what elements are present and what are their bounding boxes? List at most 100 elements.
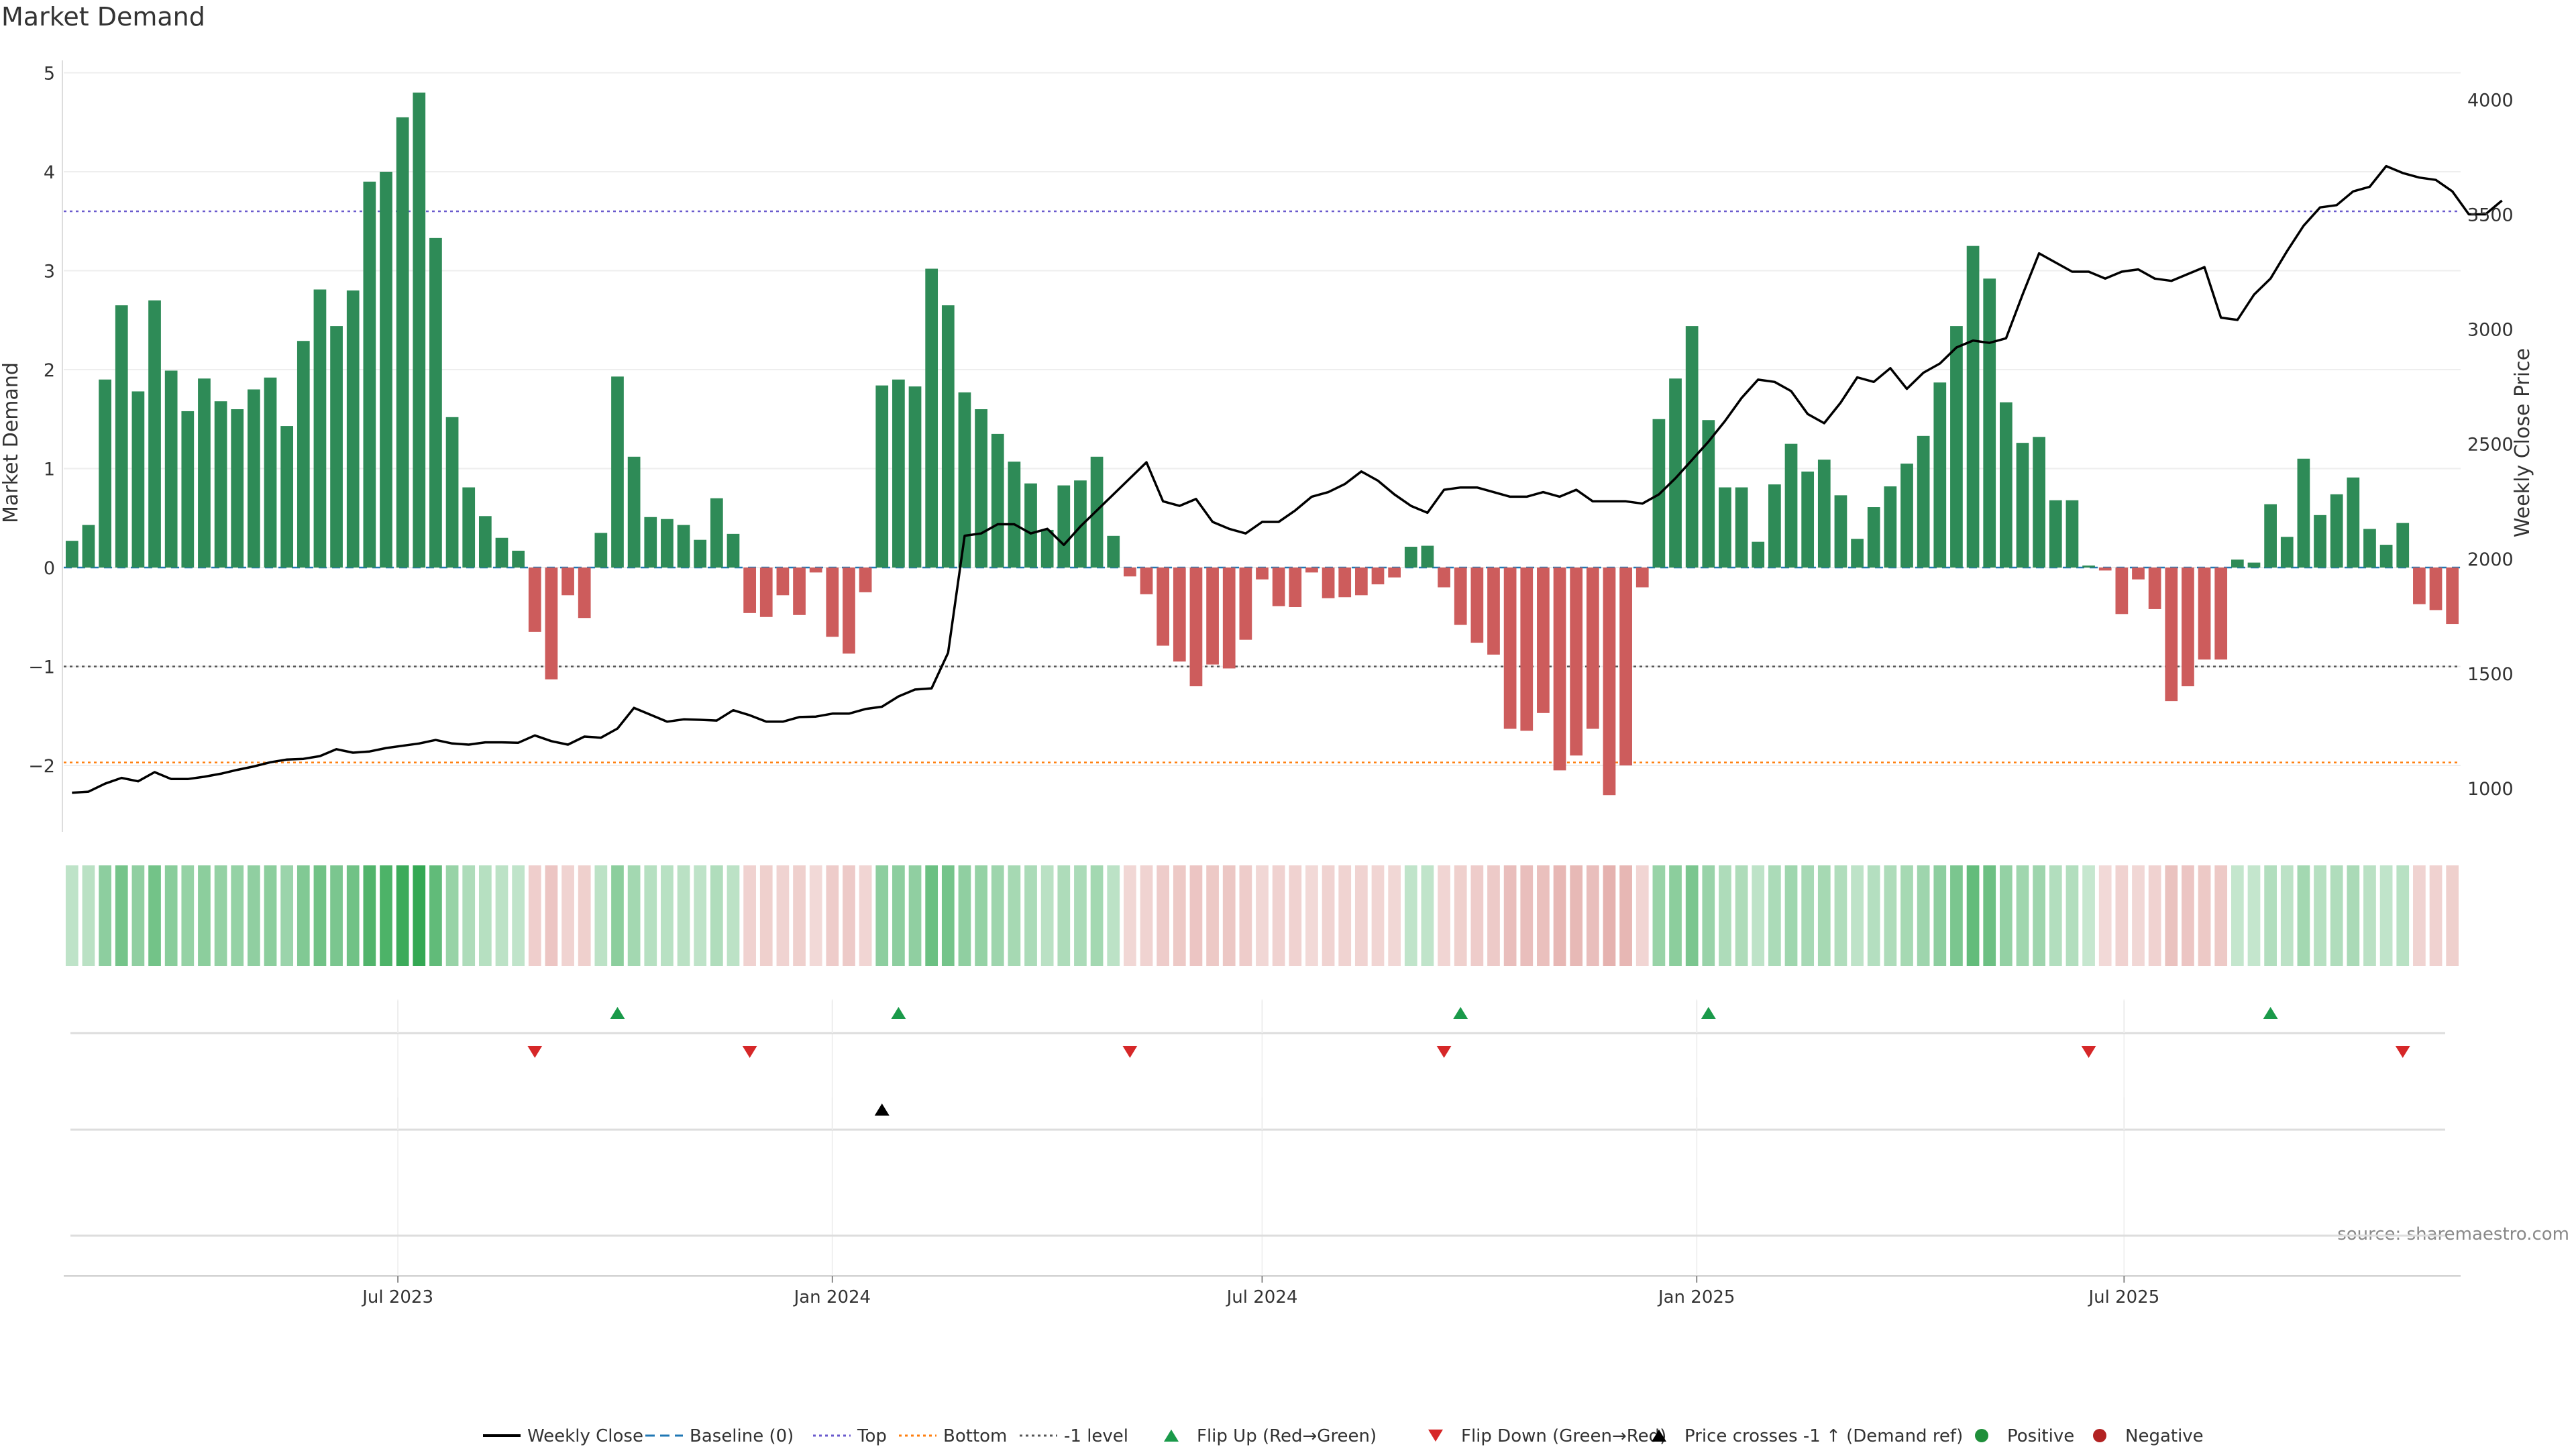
demand-bar xyxy=(1619,568,1632,765)
demand-bar xyxy=(1917,435,1930,568)
heat-cell xyxy=(82,865,95,966)
heat-cell xyxy=(1404,865,1417,966)
demand-bar xyxy=(99,379,111,568)
demand-bar xyxy=(2347,477,2360,568)
heat-cell xyxy=(512,865,525,966)
heat-cell xyxy=(2082,865,2095,966)
y-left-tick-label: 2 xyxy=(44,360,55,381)
demand-bar xyxy=(644,517,657,568)
heat-cell xyxy=(1884,865,1897,966)
demand-bar xyxy=(627,456,641,568)
heat-cell xyxy=(148,865,161,966)
heat-cell xyxy=(644,865,657,966)
demand-bar xyxy=(1371,568,1385,585)
demand-bar xyxy=(198,378,211,568)
demand-bar xyxy=(759,568,773,617)
heat-cell xyxy=(809,865,822,966)
heat-cell xyxy=(1256,865,1269,966)
demand-bar xyxy=(1603,568,1616,796)
demand-bar xyxy=(2182,568,2194,686)
demand-bar xyxy=(545,568,558,680)
demand-bar xyxy=(2379,545,2393,568)
heat-cell xyxy=(1470,865,1484,966)
demand-bar xyxy=(2413,568,2426,604)
demand-bar xyxy=(1124,568,1136,577)
heat-cell xyxy=(1685,865,1699,966)
demand-bar xyxy=(1834,495,1847,568)
demand-bar xyxy=(1570,568,1583,756)
heat-cell xyxy=(2098,865,2112,966)
y-left-tick-label: −1 xyxy=(28,657,55,678)
heat-cell xyxy=(1008,865,1021,966)
demand-bar xyxy=(1305,568,1318,573)
demand-bar xyxy=(313,289,327,568)
y-right-tick-label: 3000 xyxy=(2467,320,2514,341)
legend-label: Weekly Close xyxy=(527,1426,643,1446)
demand-bar xyxy=(2314,515,2326,568)
demand-bar xyxy=(2429,568,2443,610)
demand-bar xyxy=(1470,568,1484,643)
heat-cell xyxy=(429,865,442,966)
demand-bar xyxy=(1999,402,2012,568)
flip-down-marker xyxy=(1122,1046,1138,1058)
heat-cell xyxy=(1586,865,1599,966)
demand-bar xyxy=(1966,246,1980,568)
demand-bar xyxy=(164,370,178,568)
heat-cell xyxy=(2247,865,2261,966)
demand-bar xyxy=(826,568,839,637)
heat-cell xyxy=(677,865,690,966)
heat-cell xyxy=(2264,865,2277,966)
heat-cell xyxy=(1735,865,1748,966)
heat-cell xyxy=(1851,865,1864,966)
heat-cell xyxy=(280,865,294,966)
demand-bar xyxy=(1388,568,1401,578)
demand-bar xyxy=(2082,566,2095,568)
heat-cell xyxy=(1338,865,1352,966)
heat-cell xyxy=(1438,865,1450,966)
heat-cell xyxy=(892,865,905,966)
demand-bar xyxy=(330,326,343,568)
demand-bar xyxy=(1206,568,1219,665)
demand-bar xyxy=(181,411,195,568)
demand-bar xyxy=(363,181,376,568)
heat-cell xyxy=(694,865,707,966)
heat-cell xyxy=(908,865,922,966)
heat-cell xyxy=(1603,865,1616,966)
heat-cell xyxy=(1570,865,1583,966)
heat-cell xyxy=(181,865,195,966)
demand-bar xyxy=(1057,485,1071,568)
heat-cell xyxy=(1702,865,1715,966)
legend-label: Top xyxy=(857,1426,887,1446)
legend-circle-swatch xyxy=(2093,1429,2106,1442)
demand-bar xyxy=(2132,568,2145,580)
heat-cell xyxy=(1140,865,1153,966)
heat-cell xyxy=(164,865,178,966)
heat-cell xyxy=(941,865,955,966)
source-credit: source: sharemaestro.com xyxy=(2337,1224,2569,1244)
heat-cell xyxy=(363,865,376,966)
flip-down-marker xyxy=(527,1046,543,1058)
y-left-tick-label: 3 xyxy=(44,262,55,282)
demand-bar xyxy=(512,550,525,568)
legend-label: Positive xyxy=(2007,1426,2074,1446)
y-left-tick-label: 1 xyxy=(44,460,55,480)
heat-cell xyxy=(1784,865,1798,966)
demand-bar xyxy=(413,93,426,568)
demand-bar xyxy=(809,568,822,573)
heat-cell xyxy=(1867,865,1880,966)
demand-bar xyxy=(941,305,955,568)
heat-cell xyxy=(1652,865,1666,966)
demand-bar xyxy=(1867,507,1880,568)
weekly-close-line xyxy=(72,164,2503,794)
heat-cell xyxy=(2033,865,2046,966)
demand-bar xyxy=(82,525,95,568)
demand-bar xyxy=(875,385,889,568)
demand-bar xyxy=(65,541,78,568)
heat-cell xyxy=(1040,865,1054,966)
heat-cell xyxy=(528,865,541,966)
heat-cell xyxy=(826,865,839,966)
demand-bar xyxy=(1768,484,1781,568)
demand-bar xyxy=(1140,568,1153,594)
heat-cell xyxy=(2330,865,2343,966)
demand-bar xyxy=(958,392,971,568)
